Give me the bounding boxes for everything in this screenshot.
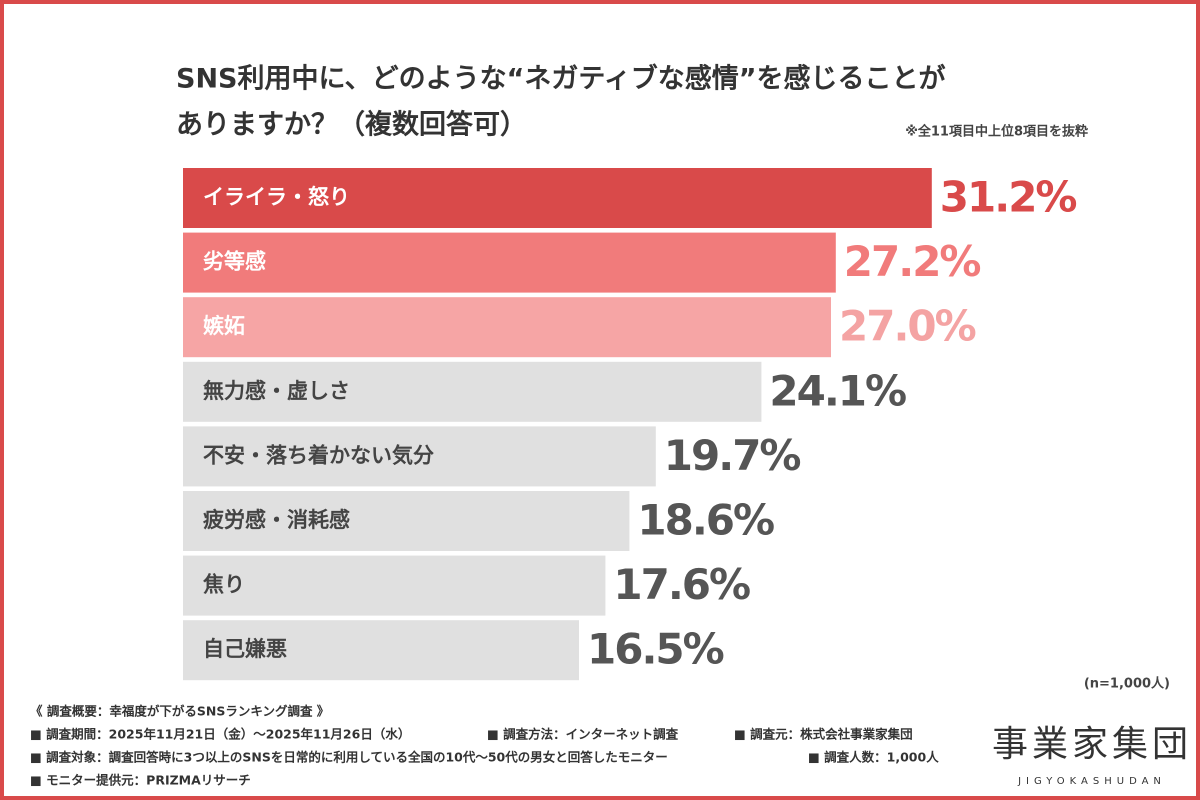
value-label: 24.1%: [769, 366, 906, 415]
category-label: 疲労感・消耗感: [203, 508, 350, 532]
bar: [183, 555, 606, 616]
value-label: 27.0%: [839, 302, 976, 351]
category-label: 焦り: [202, 573, 245, 597]
category-label: イライラ・怒り: [203, 185, 350, 209]
logo-name: 事業家集団: [992, 724, 1192, 765]
value-label: 17.6%: [613, 560, 750, 609]
value-label: 18.6%: [637, 496, 774, 545]
category-label: 自己嫌悪: [203, 637, 287, 661]
footer-item: ■ 調査対象：調査回答時に3つ以上のSNSを日常的に利用している全国の10代〜5…: [30, 750, 668, 765]
category-label: 嫉妬: [203, 314, 245, 338]
sample-size: (n=1,000人): [1084, 676, 1170, 692]
value-label: 31.2%: [940, 173, 1077, 222]
footer-item: ■ 調査元：株式会社事業家集団: [734, 727, 913, 742]
bar: [183, 361, 762, 422]
bar: [183, 297, 831, 358]
footer-item: ■ 調査期間：2025年11月21日（金）〜2025年11月26日（水）: [30, 727, 410, 742]
footer-heading: 《 調査概要：幸福度が下がるSNSランキング調査 》: [30, 704, 329, 719]
category-label: 不安・落ち着かない気分: [203, 443, 434, 467]
category-label: 劣等感: [203, 250, 266, 274]
note: ※全11項目中上位8項目を抜粋: [905, 124, 1088, 140]
value-label: 19.7%: [664, 431, 801, 480]
bar: [183, 426, 656, 487]
footer-item: ■ モニター提供元：PRIZMAリサーチ: [30, 773, 251, 788]
bar: [183, 491, 630, 551]
chart-title: ありますか？（複数回答可）: [176, 109, 527, 141]
bar: [183, 620, 579, 681]
value-label: 16.5%: [587, 625, 724, 674]
logo-romaji: JIGYOKASHUDAN: [1017, 776, 1166, 787]
chart-title: SNS利用中に、どのような“ネガティブな感情”を感じることが: [176, 63, 946, 95]
bar: [183, 232, 836, 293]
footer-item: ■ 調査方法：インターネット調査: [487, 727, 679, 742]
category-label: 無力感・虚しさ: [203, 379, 350, 403]
footer-item: ■ 調査人数：1,000人: [808, 750, 939, 765]
bar: [183, 168, 932, 228]
value-label: 27.2%: [844, 237, 981, 286]
